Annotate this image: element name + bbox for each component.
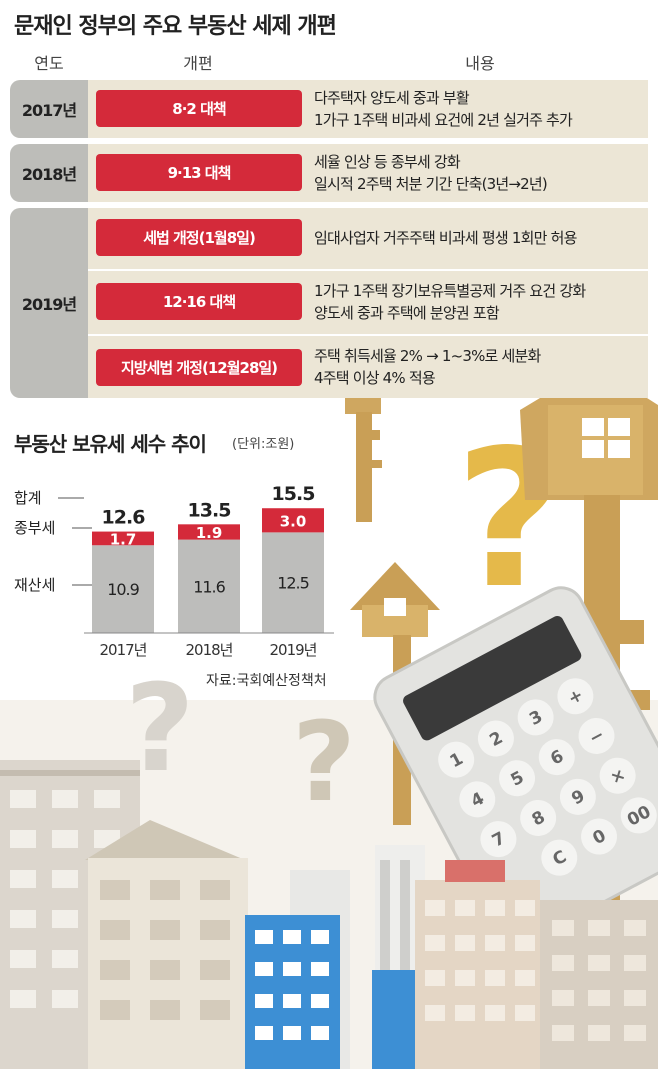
bar-value-label: 11.6: [193, 577, 225, 596]
bar-segment-property-tax: [178, 539, 240, 633]
page-title: 문재인 정부의 주요 부동산 세제 개편: [14, 14, 337, 39]
question-mark-icon: ?: [292, 698, 356, 826]
reform-content: 다주택자 양도세 중과 부활 1가구 1주택 비과세 요건에 2년 실거주 추가: [314, 87, 650, 131]
column-header-year: 연도: [34, 54, 64, 73]
content-line: 4주택 이상 4% 적용: [314, 369, 436, 387]
content-line: 세율 인상 등 종부세 강화: [314, 153, 461, 171]
reform-content: 주택 취득세율 2% → 1~3%로 세분화 4주택 이상 4% 적용: [314, 345, 650, 389]
chart-title: 부동산 보유세 세수 추이: [14, 432, 207, 456]
bar-value-label: 3.0: [280, 512, 307, 530]
content-line: 1가구 1주택 장기보유특별공제 거주 요건 강화: [314, 282, 586, 300]
total-value-label: 12.6: [102, 507, 146, 529]
legend-label-total: 합계: [14, 489, 42, 507]
chart-source: 자료:국회예산정책처: [206, 673, 327, 689]
reform-badge: 8·2 대책: [96, 90, 302, 127]
year-cell: 2019년: [10, 208, 88, 398]
content-line: 일시적 2주택 처분 기간 단축(3년→2년): [314, 175, 548, 193]
bar-value-label: 12.5: [277, 574, 309, 593]
reform-badge: 세법 개정(1월8일): [96, 219, 302, 256]
bar-segment-comprehensive-tax: [178, 524, 240, 540]
chart-unit: (단위:조원): [232, 437, 295, 452]
column-header-reform: 개편: [183, 54, 213, 73]
reform-badge: 지방세법 개정(12월28일): [96, 349, 302, 386]
legend-label-property-tax: 재산세: [14, 576, 55, 594]
bar-segment-property-tax: [262, 532, 324, 633]
reform-content: 임대사업자 거주주택 비과세 평생 1회만 허용: [314, 227, 650, 249]
calculator-icon: + 3 2 1 − 6 5 4 × 9 8 7 00 0 C: [373, 586, 658, 947]
reform-content: 세율 인상 등 종부세 강화 일시적 2주택 처분 기간 단축(3년→2년): [314, 151, 650, 195]
reform-content: 1가구 1주택 장기보유특별공제 거주 요건 강화 양도세 중과 주택에 분양권…: [314, 280, 650, 324]
x-tick-label: 2018년: [186, 641, 233, 659]
bar-value-label: 10.9: [107, 580, 139, 599]
svg-text:?: ?: [292, 698, 356, 826]
row-divider: [88, 334, 648, 336]
content-line: 양도세 중과 주택에 분양권 포함: [314, 304, 500, 322]
total-value-label: 15.5: [272, 483, 315, 505]
reform-badge: 9·13 대책: [96, 154, 302, 191]
bar-segment-comprehensive-tax: [262, 508, 324, 533]
bar-segment-property-tax: [92, 545, 154, 633]
apartment-buildings: [0, 760, 658, 1069]
content-line: 1가구 1주택 비과세 요건에 2년 실거주 추가: [314, 111, 573, 129]
x-tick-label: 2019년: [270, 641, 317, 659]
bar-value-label: 1.7: [110, 530, 137, 548]
key-icon: [345, 398, 382, 522]
x-tick-label: 2017년: [100, 641, 147, 659]
content-line: 임대사업자 거주주택 비과세 평생 1회만 허용: [314, 229, 577, 247]
reform-badge: 12·16 대책: [96, 283, 302, 320]
total-value-label: 13.5: [188, 499, 231, 521]
bar-value-label: 1.9: [196, 524, 223, 542]
content-line: 주택 취득세율 2% → 1~3%로 세분화: [314, 347, 541, 365]
row-divider: [88, 269, 648, 271]
stacked-bar-chart: 10.9 1.712.6 2017년 11.6 1.9 13.5 2018년 12.5 3.0 1…: [14, 483, 334, 659]
content-line: 다주택자 양도세 중과 부활: [314, 89, 470, 107]
legend-label-comprehensive-tax: 종부세: [14, 519, 55, 537]
column-header-content: 내용: [465, 54, 495, 73]
year-cell: 2018년: [10, 144, 88, 202]
bar-segment-comprehensive-tax: [92, 531, 154, 546]
year-cell: 2017년: [10, 80, 88, 138]
